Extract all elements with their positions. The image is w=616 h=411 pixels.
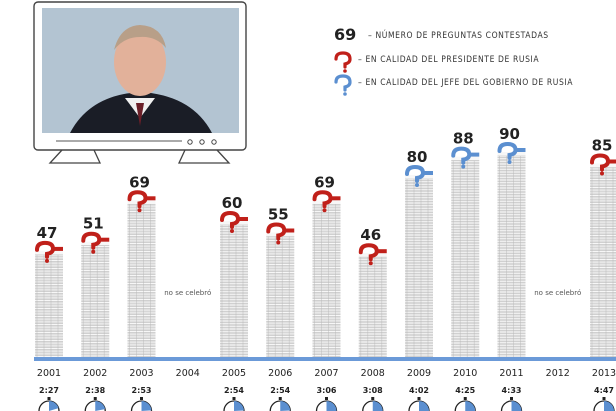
- duration-label: 2:38: [85, 386, 105, 395]
- clock-icon: [84, 397, 106, 411]
- question-mark-president-icon: [358, 243, 387, 266]
- bar: [590, 153, 616, 359]
- portrait-image: [42, 8, 239, 133]
- year-label: 2013: [592, 368, 616, 379]
- duration-label: 2:54: [270, 386, 290, 395]
- legend: 69 – NÚMERO DE PREGUNTAS CONTESTADAS – E…: [334, 25, 573, 96]
- legend-number-example: 69: [334, 25, 356, 44]
- question-mark-government-icon: [405, 164, 433, 187]
- duration-label: 4:25: [455, 386, 475, 395]
- bars-layer: [35, 141, 616, 360]
- year-label: 2010: [453, 368, 477, 379]
- bar: [405, 164, 433, 359]
- year-label: 2002: [83, 368, 107, 379]
- tv-button-icon: [199, 139, 205, 145]
- duration-label: 4:47: [594, 386, 614, 395]
- year-label: 2009: [407, 368, 431, 379]
- tv-button-icon: [211, 139, 217, 145]
- legend-president-label: – EN CALIDAD DEL PRESIDENTE DE RUSIA: [358, 55, 539, 65]
- duration-label: 3:08: [363, 386, 383, 395]
- year-label: 2011: [499, 368, 523, 379]
- year-label: 2001: [37, 368, 61, 379]
- clock-icon: [269, 397, 291, 411]
- value-label: 69: [129, 173, 150, 191]
- value-label: 46: [360, 226, 381, 244]
- value-label: 88: [453, 130, 474, 148]
- tv-monitor: [33, 1, 247, 164]
- clock-icon: [593, 397, 615, 411]
- duration-label: 2:53: [132, 386, 152, 395]
- clock-icon: [223, 397, 245, 411]
- duration-label: 4:02: [409, 386, 429, 395]
- clock-icon: [454, 397, 476, 411]
- value-label: 51: [83, 215, 104, 233]
- value-label: 80: [407, 148, 428, 166]
- clock-icon: [315, 397, 338, 411]
- question-mark-president-icon: [127, 190, 156, 213]
- year-label: 2007: [314, 368, 338, 379]
- bar: [266, 222, 295, 359]
- year-label: 2005: [222, 368, 246, 379]
- value-label: 69: [314, 173, 335, 191]
- not-held-label: no se celebró: [534, 289, 581, 297]
- bar: [35, 240, 63, 360]
- question-mark-government-icon: [497, 141, 526, 164]
- labels-layer: 2001 47 2:27 2002 51 2:38 2003 69 2:53 2004 no se …: [37, 125, 616, 411]
- value-label: 85: [592, 137, 613, 155]
- year-label: 2003: [129, 368, 153, 379]
- duration-label: 2:27: [39, 386, 59, 395]
- question-mark-government-icon: [451, 146, 480, 169]
- legend-count-label: – NÚMERO DE PREGUNTAS CONTESTADAS: [368, 29, 549, 41]
- clock-icon: [130, 397, 153, 411]
- question-mark-president-icon: [334, 51, 352, 73]
- duration-label: 3:06: [317, 386, 337, 395]
- duration-label: 2:54: [224, 386, 244, 395]
- value-label: 60: [222, 194, 243, 212]
- bar: [81, 231, 110, 359]
- bar: [312, 190, 341, 359]
- legend-government-label: – EN CALIDAD DEL JEFE DEL GOBIERNO DE RU…: [358, 78, 573, 88]
- value-label: 55: [268, 206, 289, 224]
- question-mark-president-icon: [35, 240, 63, 263]
- duration-label: 4:33: [502, 386, 522, 395]
- bar: [451, 146, 480, 359]
- question-mark-president-icon: [590, 153, 616, 176]
- not-held-label: no se celebró: [164, 289, 211, 297]
- bar: [497, 141, 526, 359]
- bar: [220, 210, 248, 359]
- year-label: 2008: [361, 368, 385, 379]
- bar: [127, 190, 156, 359]
- question-mark-president-icon: [81, 231, 110, 254]
- question-mark-president-icon: [220, 210, 248, 233]
- question-mark-government-icon: [334, 74, 352, 96]
- question-mark-president-icon: [266, 222, 295, 245]
- year-label: 2006: [268, 368, 292, 379]
- clock-icon: [500, 397, 523, 411]
- year-label: 2004: [176, 368, 200, 379]
- clock-icon: [362, 397, 384, 411]
- value-label: 47: [37, 224, 58, 242]
- year-label: 2012: [546, 368, 570, 379]
- clock-icon: [408, 397, 430, 411]
- tv-button-icon: [187, 139, 193, 145]
- bar: [358, 243, 387, 359]
- question-mark-president-icon: [312, 190, 341, 213]
- clock-icon: [38, 397, 60, 411]
- value-label: 90: [499, 125, 520, 143]
